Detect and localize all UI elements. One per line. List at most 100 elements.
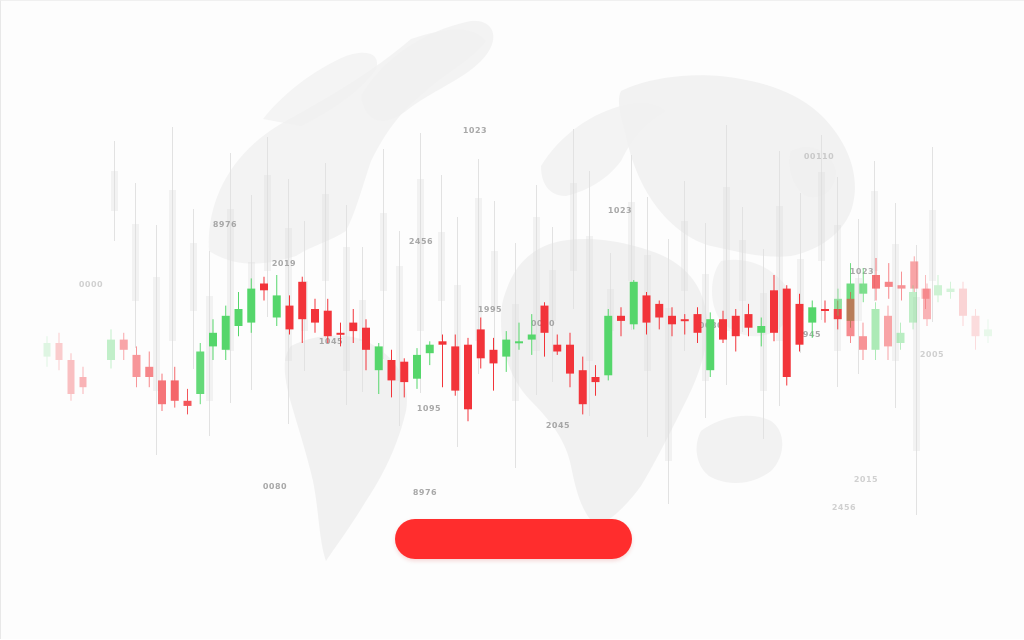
candle-body [744,314,753,328]
candle-body [476,329,485,359]
ghost-candle [206,296,213,401]
ghost-candle [512,304,519,401]
floating-number-label: 2045 [546,421,570,430]
candle-body [247,288,256,323]
candle [196,343,205,405]
ghost-candle [570,183,577,271]
ghost-candle [132,224,139,301]
candle-body [971,315,980,337]
candle [566,332,574,388]
candle [107,329,115,369]
floating-number-label: 1023 [608,206,632,215]
candle-body [362,327,370,350]
candle [617,307,625,337]
candle [323,298,332,343]
candle-body [959,288,967,316]
ghost-candle [797,259,804,311]
faded-candle [984,319,992,343]
cta-button[interactable] [395,519,632,559]
candle-body [438,341,447,345]
candle [527,314,536,355]
ghost-candle [359,300,366,341]
candle-body [221,315,230,350]
candle-body [540,305,549,333]
floating-number-label: 1023 [463,126,487,135]
floating-number-label: 2456 [409,237,433,246]
candle-body [464,344,472,410]
candle [629,280,638,330]
faded-candle [43,336,51,367]
ghost-candle [190,243,197,311]
ghost-candle [929,210,936,281]
ghost-candle [438,232,445,301]
ghost-candle [380,213,387,291]
faded-candle [946,281,955,299]
candle-body [757,326,766,333]
candle-body [617,315,625,321]
candle-body [591,377,600,383]
candle-body [119,339,128,350]
candle-body [896,332,905,343]
candle-body [680,319,689,322]
floating-number-label: 00110 [804,152,834,161]
candle [770,275,778,342]
candle [923,283,931,326]
candle [719,310,727,343]
ghost-candle [285,228,292,361]
candle [272,275,281,326]
candle-body [349,322,358,332]
ghost-candle [533,217,540,351]
candle [897,271,906,301]
candle-body [55,343,63,360]
candle [489,337,498,391]
candle-body [946,288,955,292]
candle-body [731,315,740,337]
candle-body [629,281,638,325]
ghost-candle [549,270,556,321]
candle-body [604,315,613,376]
candle [451,334,460,396]
candle-body [387,360,396,381]
candle-body [884,315,892,347]
candle-body [808,307,817,323]
candle [668,307,676,337]
ghost-candle [723,187,730,331]
candle [247,278,256,333]
candle-body [655,303,664,318]
faded-candle [934,275,942,303]
candle [170,366,179,408]
candle [680,314,689,335]
floating-number-label: 1045 [319,337,343,346]
candle-body [515,341,523,344]
candle-body [566,344,574,374]
candle [706,312,715,377]
candle-body [871,309,880,350]
candle-body [821,309,829,311]
candle [362,319,370,371]
floating-number-label: 0000 [79,280,103,289]
candle [821,300,829,323]
candle-body [984,329,992,337]
candle-body [107,339,115,360]
ghost-candle [475,198,482,341]
faded-candle [909,285,917,330]
faded-candle [834,288,842,316]
candle [234,292,243,337]
floating-number-label: 1095 [417,404,441,413]
floating-number-label: 2019 [272,259,296,268]
candlestick-series [43,256,992,422]
candle-body [67,360,75,394]
candle-body [846,298,855,337]
faded-candle [921,275,930,309]
candle-body [298,281,307,320]
candle-body [884,281,893,287]
candle-body [285,305,294,330]
candle [693,307,702,343]
ghost-candle [760,293,767,391]
candle [540,302,549,357]
candle [132,346,141,388]
ghost-candle [153,277,160,391]
candle [655,300,664,330]
faded-candle [884,305,892,360]
